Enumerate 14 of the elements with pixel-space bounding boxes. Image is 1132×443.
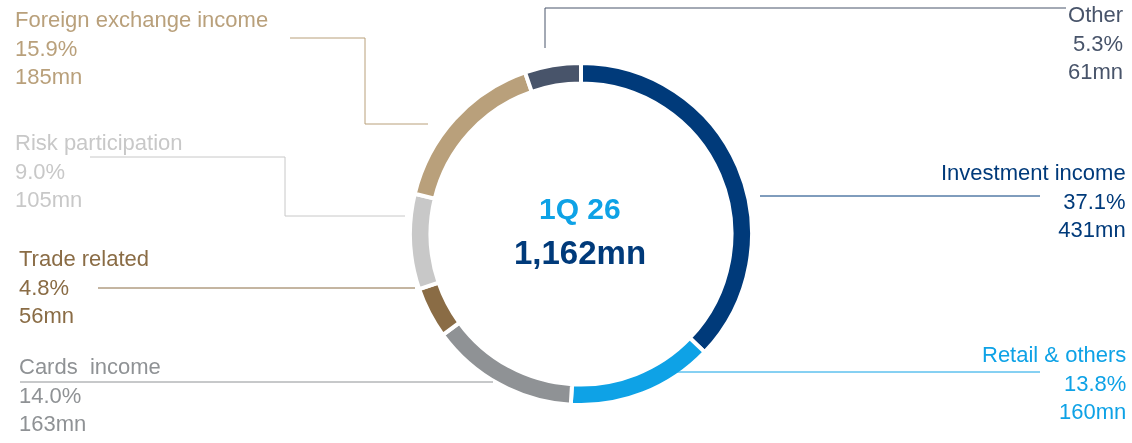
slice-label: Cards income [19, 354, 161, 379]
data-label: 37.1% 431mn [1058, 188, 1126, 243]
data-label: 15.9% 185mn [15, 35, 83, 90]
slice-label: Investment income [941, 160, 1126, 185]
slice-label: Retail & others [982, 342, 1127, 367]
slice-label: Trade related [19, 246, 150, 271]
text: 1Q 26 [539, 192, 621, 225]
data-label: 13.8% 160mn [1059, 370, 1127, 425]
data-label: 5.3% 61mn [1068, 30, 1124, 85]
slice-label: Other [1068, 2, 1124, 27]
data-label: 14.0% 163mn [19, 382, 87, 437]
data-label: 4.8% 56mn [19, 274, 75, 329]
slice-label: Foreign exchange income [15, 7, 269, 32]
text: 1,162mn [514, 234, 647, 271]
